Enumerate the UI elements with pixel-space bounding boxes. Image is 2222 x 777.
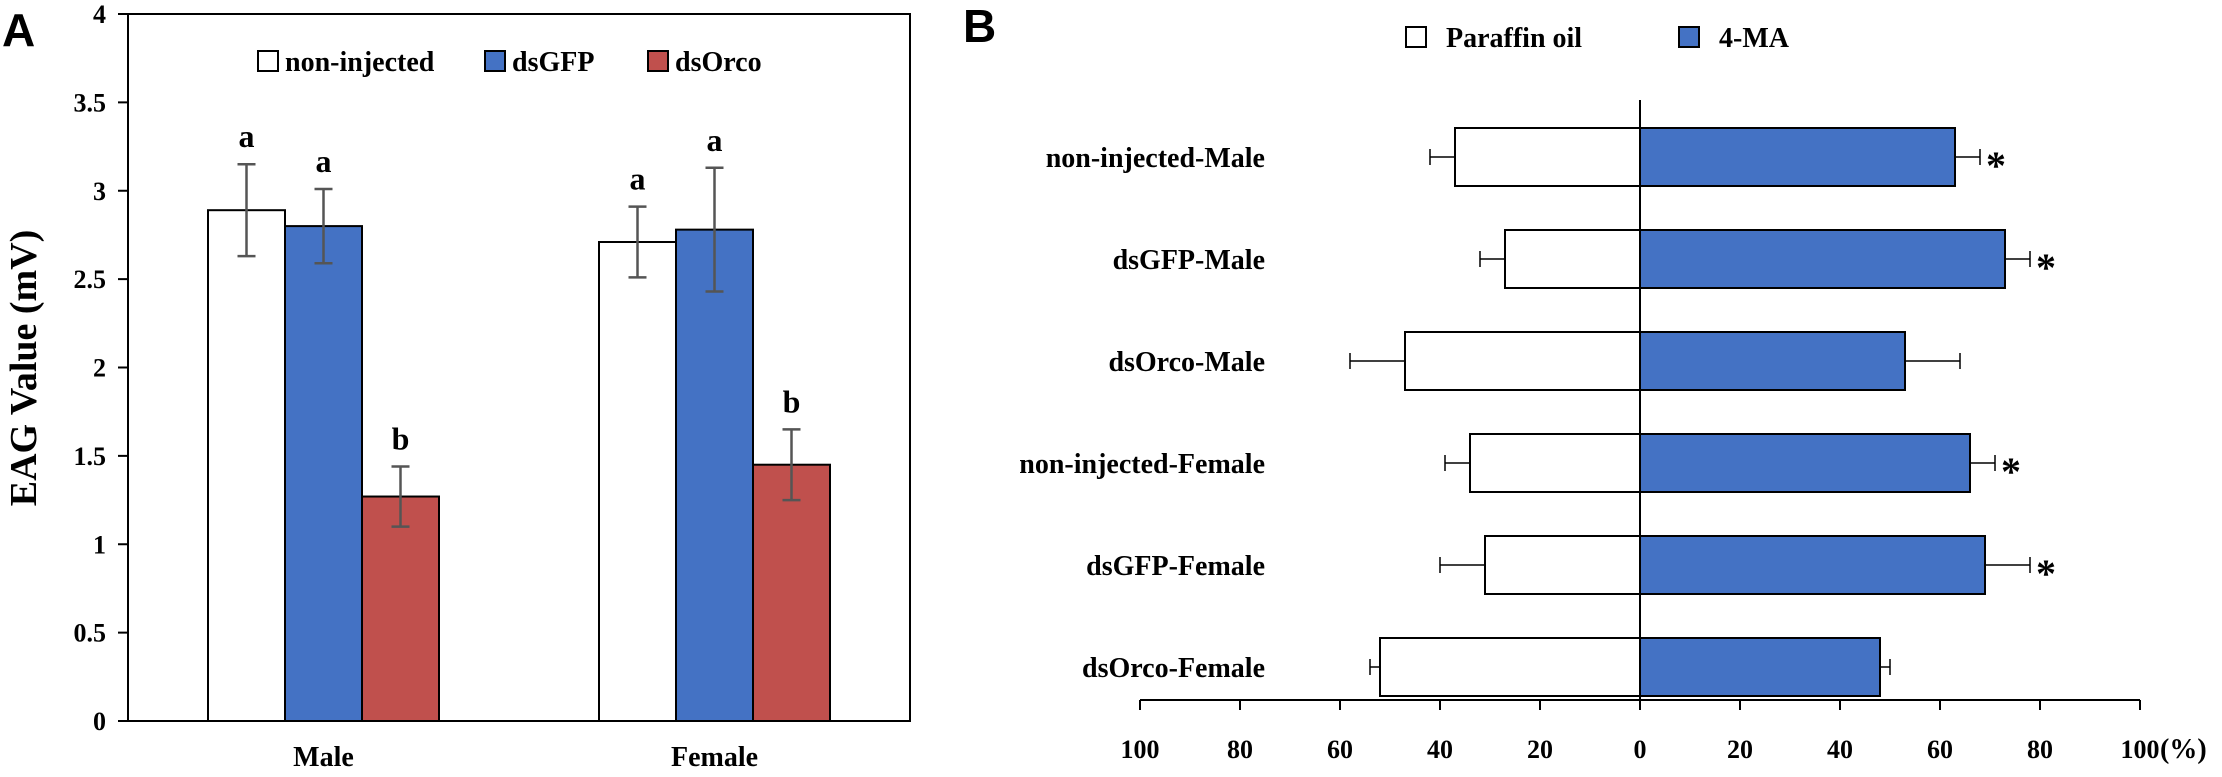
panel-b-x-ticks: 100 80 60 40 20 0 20 40 60 80 100 (1121, 700, 2160, 764)
panel-a-significance-letter: a (630, 161, 646, 197)
panel-b-x-tick-label: 100 (2121, 735, 2160, 764)
panel-b-bar-paraffin-oil (1469, 433, 1641, 493)
panel-b-significance-star: * (2036, 551, 2056, 596)
panel-a-y-tick-label: 2.5 (74, 265, 107, 294)
panel-a-legend: non-injected dsGFP dsOrco (257, 47, 762, 78)
panel-b-legend-swatch-Paraffin oil (1405, 26, 1427, 48)
panel-a-legend-swatch-dsGFP (484, 50, 506, 72)
panel-b-bar-paraffin-oil (1484, 535, 1641, 595)
panel-a-y-axis-label: EAG Value (mV) (3, 230, 45, 507)
panel-b-legend: Paraffin oil 4-MA (1405, 23, 1790, 54)
panel-b-bar-paraffin-oil (1379, 637, 1641, 697)
panel-b-bar-4-ma (1639, 637, 1881, 697)
panel-a-category-label: Male (293, 742, 354, 773)
panel-b-category-label: dsGFP-Female (1086, 551, 1265, 582)
panel-b-bar-4-ma (1639, 229, 2006, 289)
panel-a-category-label: Female (671, 742, 758, 773)
panel-b-category-label: dsOrco-Female (1082, 653, 1265, 684)
panel-a-legend-swatch-dsOrco (647, 50, 669, 72)
panel-b-x-unit: (%) (2160, 734, 2207, 765)
panel-a-y-tick-label: 4 (93, 0, 106, 29)
panel-b-significance-star: * (1986, 143, 2006, 188)
panel-b-significance-star: * (2036, 245, 2056, 290)
panel-b-x-tick-label: 40 (1827, 735, 1853, 764)
panel-b-bars: * * * * (1349, 127, 2056, 697)
panel-b-legend-label-Paraffin oil: Paraffin oil (1446, 23, 1582, 54)
panel-a-significance-letter: b (392, 420, 410, 456)
panel-b-category-label: non-injected-Male (1046, 143, 1265, 174)
panel-b-bar-4-ma (1639, 535, 1986, 595)
panel-a-letter: A (2, 4, 35, 56)
panel-b-significance-star: * (2001, 449, 2021, 494)
panel-b: B Paraffin oil 4-MA 100 80 60 40 20 0 20 40 60 80 1… (963, 0, 2207, 765)
panel-a-y-tick-label: 1.5 (74, 442, 107, 471)
panel-a-significance-letter: b (783, 383, 801, 419)
panel-a-bar-dsOrco-Female (752, 463, 831, 722)
panel-b-bar-paraffin-oil (1504, 229, 1641, 289)
panel-b-category-label: non-injected-Female (1019, 449, 1265, 480)
panel-a-legend-label-dsOrco: dsOrco (675, 47, 762, 78)
panel-a-y-tick-label: 2 (93, 354, 106, 383)
panel-a-significance-letter: a (239, 118, 255, 154)
panel-a-bar-non-injected-Female (598, 241, 677, 722)
panel-b-legend-label-4-MA: 4-MA (1719, 23, 1790, 54)
panel-a-y-ticks: 0 0.5 1 1.5 2 2.5 3 3.5 4 (74, 0, 128, 736)
panel-b-category-label: dsGFP-Male (1113, 245, 1265, 276)
panel-b-x-tick-label: 80 (1227, 735, 1253, 764)
panel-a-bar-dsGFP-Male (284, 225, 363, 722)
panel-b-legend-swatch-4-MA (1678, 26, 1700, 48)
panel-a-legend-label-dsGFP: dsGFP (512, 47, 594, 78)
panel-a-bar-dsGFP-Female (675, 228, 754, 722)
panel-a-y-tick-label: 0 (93, 707, 106, 736)
panel-a-legend-swatch-non-injected (257, 50, 279, 72)
panel-b-category-label: dsOrco-Male (1108, 347, 1265, 378)
panel-b-letter: B (963, 0, 996, 52)
panel-a: A EAG Value (mV) 0 0.5 1 1.5 2 2.5 3 3.5 4 Male F… (2, 0, 911, 773)
panel-b-x-tick-label: 40 (1427, 735, 1453, 764)
panel-b-bar-4-ma (1639, 127, 1956, 187)
panel-a-y-tick-label: 0.5 (74, 619, 107, 648)
panel-a-legend-label-non-injected: non-injected (285, 47, 435, 78)
panel-a-bar-non-injected-Male (207, 209, 286, 722)
panel-b-x-tick-label: 60 (1927, 735, 1953, 764)
panel-a-y-tick-label: 3 (93, 177, 106, 206)
panel-a-y-tick-label: 1 (93, 530, 106, 559)
panel-a-significance-letter: a (707, 122, 723, 158)
panel-b-bar-paraffin-oil (1404, 331, 1641, 391)
panel-b-x-tick-label: 100 (1121, 735, 1160, 764)
panel-a-bars: a a a a b b (207, 118, 831, 722)
panel-a-significance-letter: a (316, 143, 332, 179)
panel-b-bar-paraffin-oil (1454, 127, 1641, 187)
panel-b-x-tick-label: 0 (1634, 735, 1647, 764)
panel-b-x-tick-label: 20 (1527, 735, 1553, 764)
panel-b-x-tick-label: 20 (1727, 735, 1753, 764)
panel-b-x-tick-label: 80 (2027, 735, 2053, 764)
panel-a-x-categories: Male Female (293, 742, 758, 773)
panel-b-x-tick-label: 60 (1327, 735, 1353, 764)
panel-a-y-tick-label: 3.5 (74, 88, 107, 117)
panel-b-categories: non-injected-Male dsGFP-Male dsOrco-Male no… (1019, 143, 1265, 684)
panel-b-bar-4-ma (1639, 433, 1971, 493)
panel-b-bar-4-ma (1639, 331, 1906, 391)
panel-a-bar-dsOrco-Male (361, 495, 440, 722)
